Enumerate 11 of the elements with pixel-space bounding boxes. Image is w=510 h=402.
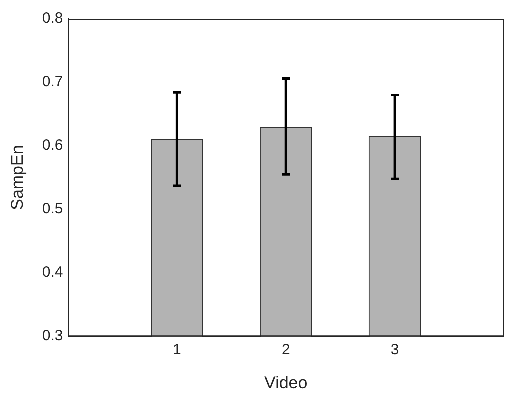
x-tick-label: 1 [173,342,182,359]
x-tick-label: 3 [390,342,400,359]
x-tick-label: 2 [282,342,290,359]
y-tick-label: 0.6 [42,137,64,154]
x-axis-title: Video [264,373,308,392]
y-tick-label: 0.5 [42,200,64,218]
y-tick-label: 0.3 [42,328,64,345]
y-tick-label: 0.4 [42,264,64,282]
y-tick-label: 0.8 [42,10,64,28]
y-axis-title: SampEn [8,145,27,210]
y-tick-label: 0.7 [42,74,64,91]
